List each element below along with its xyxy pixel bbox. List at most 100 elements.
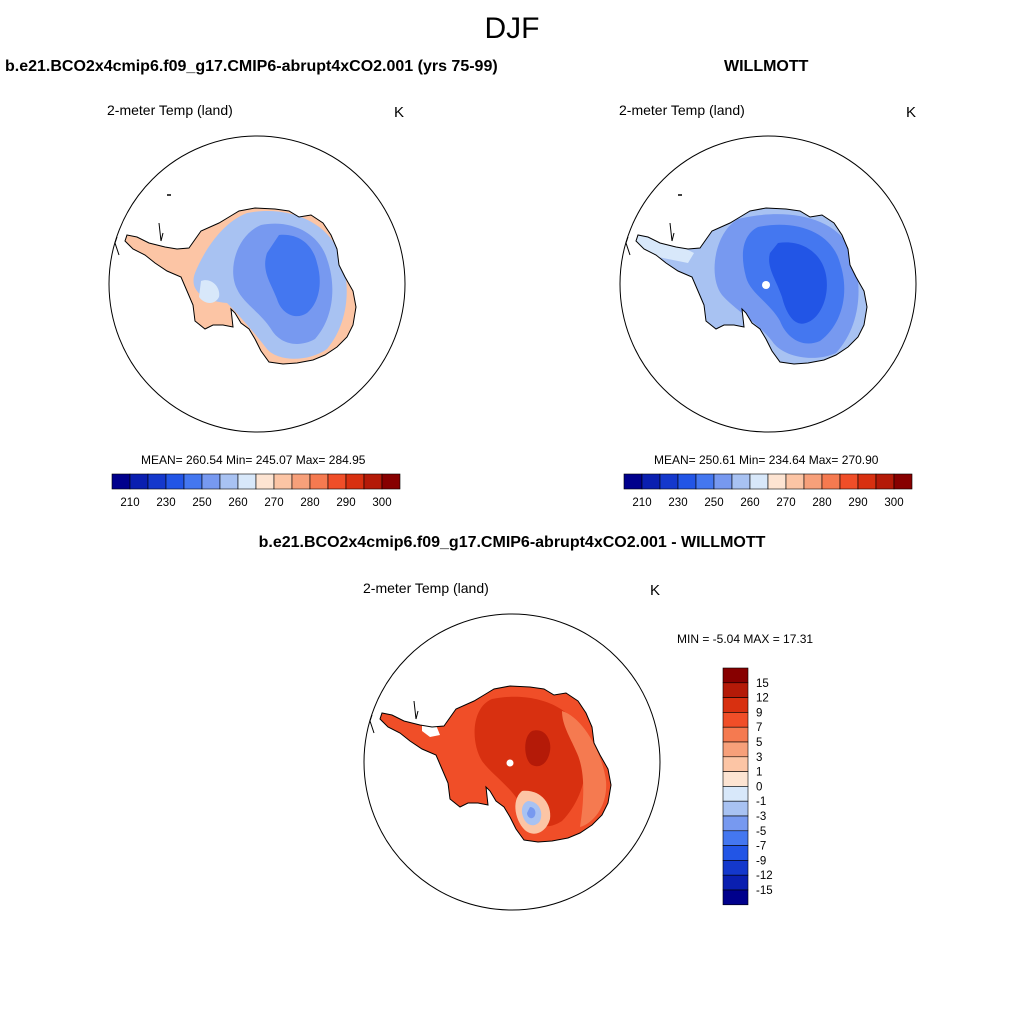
obs-colorbar-tick-label: 210 xyxy=(632,497,651,509)
diff-panel-title: b.e21.BCO2x4cmip6.f09_g17.CMIP6-abrupt4x… xyxy=(258,534,766,551)
model-colorbar-tick-label: 230 xyxy=(156,497,175,509)
diff-colorbar-box xyxy=(722,756,749,772)
diff-variable-label: 2-meter Temp (land) xyxy=(363,580,489,596)
obs-colorbar-tick-label: 300 xyxy=(884,497,903,509)
diff-colorbar-tick-label: -5 xyxy=(756,826,766,838)
obs-colorbar-tick-label: 230 xyxy=(668,497,687,509)
obs-colorbar-box xyxy=(839,473,859,490)
model-colorbar-tick-label: 270 xyxy=(264,497,283,509)
diff-colorbar-box xyxy=(722,682,749,698)
model-colorbar-tick-label: 280 xyxy=(300,497,319,509)
diff-colorbar-tick-label: -7 xyxy=(756,841,766,853)
obs-colorbar-box xyxy=(821,473,841,490)
model-colorbar-box xyxy=(165,473,185,490)
obs-units-label: K xyxy=(906,104,917,121)
obs-colorbar-box xyxy=(803,473,823,490)
model-colorbar-tick-label: 260 xyxy=(228,497,247,509)
diff-colorbar-tick-label: 0 xyxy=(756,781,762,793)
model-colorbar-box xyxy=(183,473,203,490)
diff-stats: MIN = -5.04 MAX = 17.31 xyxy=(677,632,814,646)
obs-colorbar-tick-label: 270 xyxy=(776,497,795,509)
diff-colorbar-box xyxy=(722,741,749,758)
diff-colorbar-box xyxy=(722,830,749,846)
diff-colorbar-box xyxy=(722,786,749,802)
obs-colorbar-box xyxy=(749,473,769,490)
obs-panel-title: WILLMOTT xyxy=(724,58,809,75)
model-colorbar-tick-label: 300 xyxy=(372,497,391,509)
model-colorbar-box xyxy=(111,473,131,490)
diff-colorbar-tick-label: 15 xyxy=(756,678,769,690)
model-colorbar-box xyxy=(291,473,311,490)
diff-colorbar-box xyxy=(722,845,749,861)
diff-colorbar-box xyxy=(722,889,749,906)
diff-units-label: K xyxy=(650,582,661,599)
obs-stats: MEAN= 250.61 Min= 234.64 Max= 270.90 xyxy=(654,453,879,467)
model-colorbar-box xyxy=(237,473,257,490)
obs-colorbar-box xyxy=(713,473,733,490)
model-temperature-field xyxy=(125,208,356,364)
obs-colorbar-tick-label: 290 xyxy=(848,497,867,509)
diff-map xyxy=(363,613,661,911)
model-colorbar-box xyxy=(381,473,401,490)
obs-colorbar-tick-label: 250 xyxy=(704,497,723,509)
diff-colorbar-box xyxy=(722,815,749,832)
model-colorbar-box xyxy=(345,473,365,490)
model-colorbar-box xyxy=(309,473,329,490)
diff-map-boundary xyxy=(363,613,661,911)
model-colorbar-box xyxy=(147,473,167,490)
diff-colorbar-tick-label: -12 xyxy=(756,870,773,882)
obs-temperature-field xyxy=(636,208,867,364)
diff-colorbar-tick-label: 12 xyxy=(756,693,769,705)
obs-colorbar-box xyxy=(767,473,787,490)
obs-colorbar-box xyxy=(785,473,805,490)
diff-colorbar-tick-label: -1 xyxy=(756,796,766,808)
obs-colorbar-tick-label: 280 xyxy=(812,497,831,509)
model-colorbar-box xyxy=(129,473,149,490)
diff-colorbar-tick-label: 3 xyxy=(756,752,762,764)
diff-colorbar-tick-label: -3 xyxy=(756,811,766,823)
diff-colorbar-tick-label: 1 xyxy=(756,767,762,779)
model-variable-label: 2-meter Temp (land) xyxy=(107,102,233,118)
model-colorbar-tick-label: 210 xyxy=(120,497,139,509)
diff-colorbar-tick-label: 9 xyxy=(756,707,762,719)
obs-colorbar-box xyxy=(623,473,643,490)
obs-colorbar-box xyxy=(695,473,715,490)
model-colorbar-tick-label: 290 xyxy=(336,497,355,509)
obs-variable-label: 2-meter Temp (land) xyxy=(619,102,745,118)
obs-colorbar-box xyxy=(893,473,913,490)
model-map-boundary xyxy=(108,135,406,433)
obs-colorbar-box xyxy=(677,473,697,490)
diff-colorbar-tick-label: 5 xyxy=(756,737,762,749)
diff-colorbar-tick-label: 7 xyxy=(756,722,762,734)
obs-colorbar-box xyxy=(875,473,895,490)
model-colorbar-box xyxy=(363,473,383,490)
model-colorbar-box xyxy=(255,473,275,490)
model-map xyxy=(108,135,406,433)
diff-colorbar-box xyxy=(722,697,749,713)
diff-colorbar: 15 12 9 7 5 3 1 0 -1 -3 -5 -7 -9 -12 -15 xyxy=(722,667,773,906)
obs-colorbar-tick-label: 260 xyxy=(740,497,759,509)
diff-colorbar-tick-label: -9 xyxy=(756,855,766,867)
model-colorbar-box xyxy=(273,473,293,490)
diff-colorbar-tick-label: -15 xyxy=(756,885,773,897)
figure-title: DJF xyxy=(484,12,540,45)
diff-colorbar-box xyxy=(722,726,749,743)
obs-colorbar-box xyxy=(659,473,679,490)
model-units-label: K xyxy=(394,104,405,121)
model-colorbar-box xyxy=(201,473,221,490)
obs-colorbar-box xyxy=(641,473,661,490)
obs-map xyxy=(619,135,917,433)
model-colorbar-box xyxy=(219,473,239,490)
diff-temperature-field xyxy=(380,686,611,842)
diff-colorbar-box xyxy=(722,800,749,817)
obs-colorbar-box xyxy=(857,473,877,490)
model-colorbar: 210 230 250 260 270 280 290 300 xyxy=(111,473,401,509)
obs-map-boundary xyxy=(619,135,917,433)
model-colorbar-box xyxy=(327,473,347,490)
diff-colorbar-box xyxy=(722,712,749,728)
diff-colorbar-box xyxy=(722,860,749,876)
obs-colorbar-box xyxy=(731,473,751,490)
model-stats: MEAN= 260.54 Min= 245.07 Max= 284.95 xyxy=(141,453,366,467)
diff-colorbar-box xyxy=(722,874,749,891)
